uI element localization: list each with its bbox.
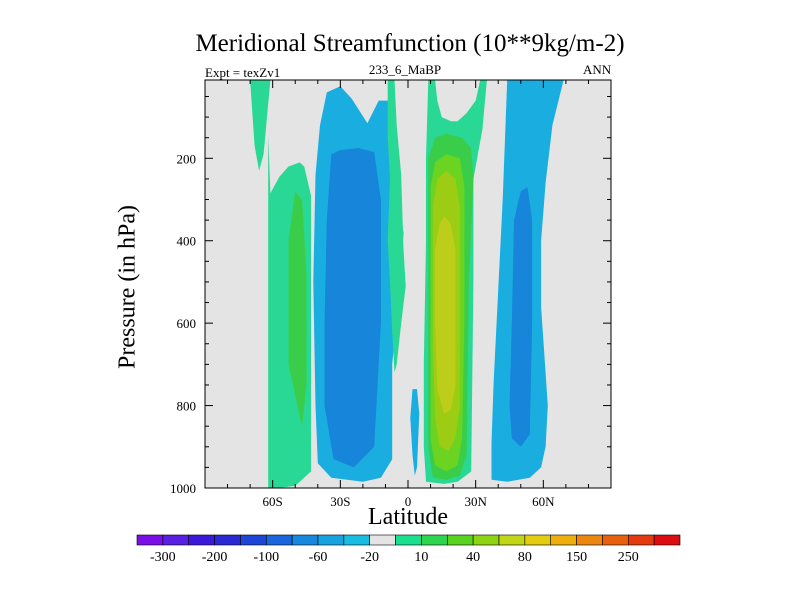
colorbar-label: 80 (518, 550, 532, 565)
y-tick-label: 400 (177, 234, 197, 249)
colorbar-swatch (343, 534, 371, 546)
equatorial-thin-positive (387, 80, 406, 373)
x-axis-label: Latitude (368, 504, 448, 530)
southern-hadley-negative-core (324, 148, 381, 468)
colorbar-label: -300 (150, 550, 176, 565)
colorbar-swatch (653, 534, 681, 546)
colorbar-swatch (446, 534, 474, 546)
x-tick-label: 30S (330, 494, 350, 509)
x-tick-label: 30N (464, 494, 487, 509)
colorbar-swatch (369, 534, 396, 546)
colorbar-swatch (214, 534, 241, 546)
colorbar-swatch (550, 534, 577, 546)
colorbar-swatch (291, 534, 319, 546)
colorbar-swatch (421, 534, 448, 546)
colorbar-swatch (498, 534, 526, 546)
colorbar-swatch (627, 534, 655, 546)
northern-ferrel-negative-core (509, 187, 533, 447)
colorbar-swatch (240, 534, 267, 546)
colorbar-swatch (602, 534, 629, 546)
experiment-label: Expt = texZv1 (205, 65, 281, 80)
colorbar-label: -200 (202, 550, 228, 565)
x-tick-label: 0 (405, 494, 412, 509)
season-label: ANN (583, 62, 612, 77)
colorbar-swatch (395, 534, 422, 546)
colorbar-label: -100 (253, 550, 279, 565)
y-tick-label: 1000 (170, 481, 196, 496)
y-tick-label: 800 (177, 399, 197, 414)
x-tick-label: 60N (532, 494, 555, 509)
colorbar-label: -20 (360, 550, 379, 565)
southern-high-lat-positive-core (288, 191, 307, 427)
colorbar-label: 250 (618, 550, 639, 565)
colorbar-swatch (265, 534, 293, 546)
colorbar-swatch (162, 534, 190, 546)
case-label: 233_6_MaBP (368, 62, 442, 77)
colorbar-swatch (136, 534, 164, 546)
colorbar-label: 150 (566, 550, 587, 565)
y-tick-label: 200 (177, 151, 197, 166)
colorbar-swatch (317, 534, 345, 546)
colorbar-swatch (524, 534, 552, 546)
equatorial-small-negative (410, 389, 420, 476)
colorbar-swatch (472, 534, 500, 546)
colorbar-label: 10 (414, 550, 428, 565)
stratosphere-positive-streak (250, 80, 271, 171)
colorbar-swatch (188, 534, 215, 546)
x-tick-label: 60S (263, 494, 283, 509)
colorbar-label: 40 (466, 550, 480, 565)
northern-hadley-core (435, 216, 456, 414)
y-tick-label: 600 (177, 316, 197, 331)
colorbar-swatch (576, 534, 603, 546)
colorbar-label: -60 (309, 550, 328, 565)
chart-title: Meridional Streamfunction (10**9kg/m-2) (195, 30, 625, 57)
